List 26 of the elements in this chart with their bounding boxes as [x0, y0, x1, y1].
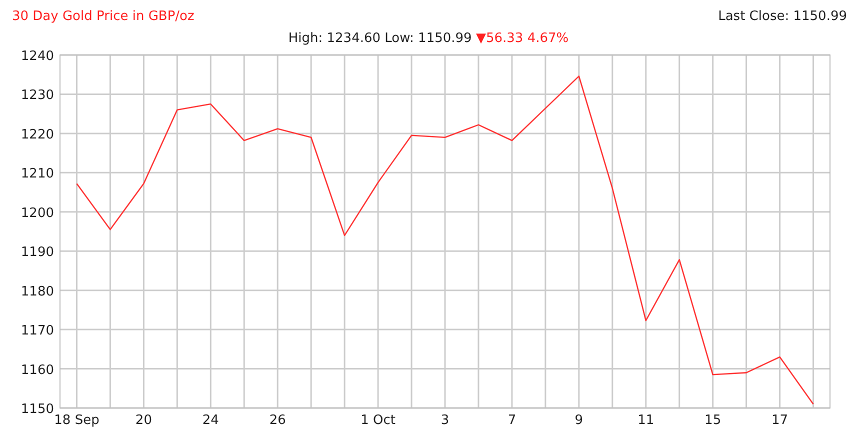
- x-tick-label: 7: [508, 413, 516, 428]
- y-tick-label: 1220: [20, 127, 54, 142]
- x-tick-label: 11: [638, 413, 654, 428]
- y-tick-label: 1170: [20, 324, 54, 339]
- y-tick-label: 1160: [20, 362, 54, 378]
- y-tick-label: 1190: [20, 245, 54, 260]
- y-tick-label: 1150: [20, 402, 54, 417]
- x-tick-label: 1 Oct: [360, 413, 396, 428]
- y-tick-label: 1180: [20, 284, 54, 300]
- y-tick-label: 1240: [20, 49, 54, 64]
- chart-title: 30 Day Gold Price in GBP/oz: [12, 9, 194, 24]
- x-tick-label: 18 Sep: [54, 413, 100, 428]
- chart-subtitle: High: 1234.60 Low: 1150.99: [288, 31, 476, 46]
- text: ▼56.33 4.67%: [476, 31, 569, 46]
- x-tick-label: 20: [135, 413, 152, 428]
- y-tick-label: 1210: [20, 166, 54, 182]
- x-tick-label: 26: [269, 413, 286, 428]
- x-tick-label: 24: [202, 413, 219, 428]
- y-tick-label: 1200: [20, 206, 54, 221]
- x-tick-label: 15: [704, 413, 722, 428]
- x-tick-label: 17: [772, 413, 788, 428]
- x-tick-label: 9: [574, 413, 584, 428]
- y-tick-label: 1230: [20, 88, 54, 104]
- text: Last Close: 1150.99: [718, 9, 847, 24]
- line-series: [76, 76, 814, 405]
- x-tick-label: 3: [440, 413, 450, 428]
